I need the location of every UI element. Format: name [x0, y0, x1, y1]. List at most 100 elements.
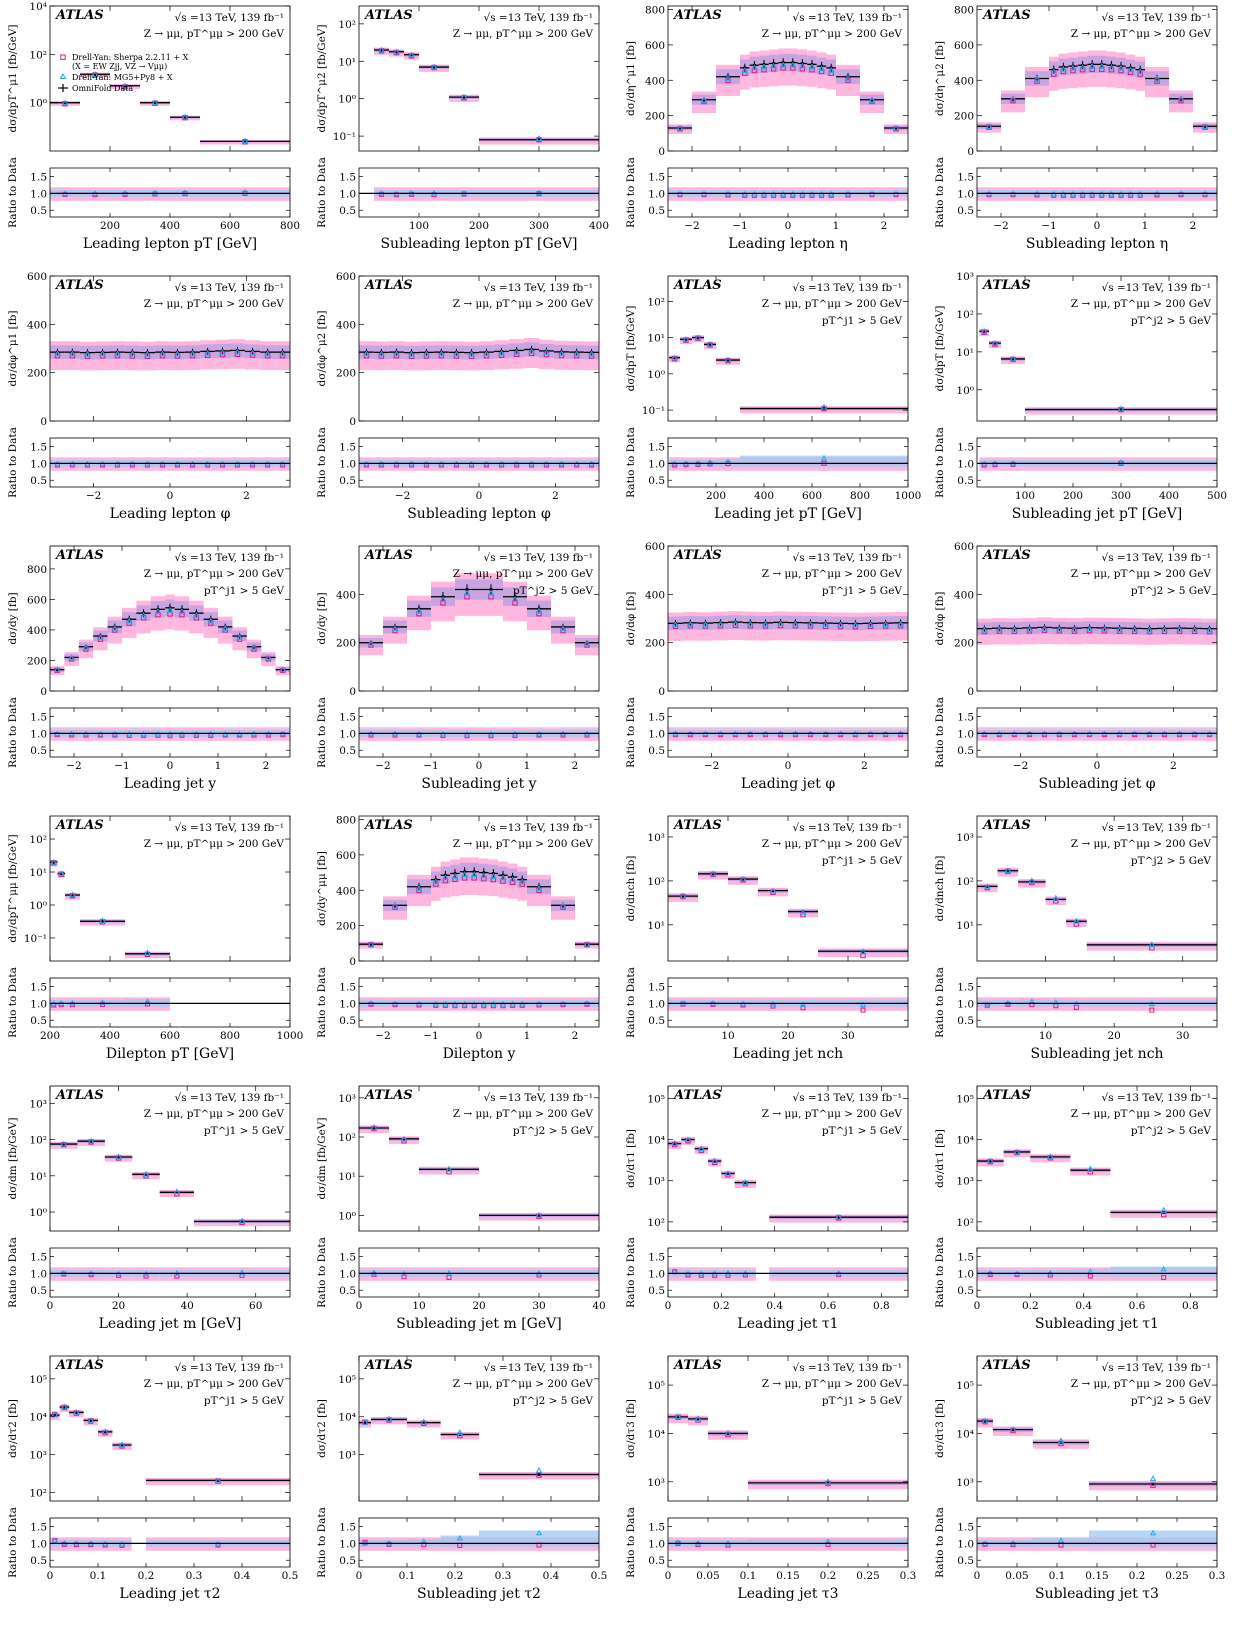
- atlas-label: ATLAS: [672, 548, 722, 563]
- mg5-point: [400, 1135, 408, 1142]
- y-tick-label: 0: [40, 686, 47, 698]
- x-tick-label: 0.2: [138, 1570, 155, 1582]
- sherpa-point: [509, 879, 516, 886]
- y-tick-label: 800: [954, 5, 974, 17]
- y-tick-label: 10⁴: [647, 1428, 665, 1440]
- mg5-point: [835, 1213, 842, 1220]
- mg5-point: [837, 621, 844, 628]
- ratio-y-axis-label: Ratio to Data: [316, 1507, 328, 1578]
- ratio-mg5-point: [214, 1540, 222, 1547]
- ratio-plot-area: [50, 997, 290, 1011]
- ratio-y-tick-label: 1.5: [957, 171, 974, 183]
- mg5-point: [892, 124, 900, 131]
- mg5-point: [742, 1178, 749, 1185]
- ratio-plot-area: [977, 727, 1217, 741]
- y-tick-label: 10¹: [956, 347, 974, 359]
- x-tick-label: 0.4: [766, 1300, 783, 1312]
- ratio-sherpa-point: [421, 1542, 427, 1548]
- mg5-point: [996, 625, 1003, 632]
- ratio-y-axis-label: Ratio to Data: [625, 697, 637, 768]
- main-frame: [976, 1085, 1218, 1232]
- y-tick-label: 10⁵: [29, 1374, 47, 1386]
- ratio-plot-area: [977, 1529, 1217, 1551]
- selection-label: Z → μμ, pT^μμ > 200 GeV: [762, 28, 903, 40]
- atlas-label: ATLAS: [672, 1358, 722, 1373]
- mg5-point: [1153, 75, 1161, 82]
- ratio-plot-area: [977, 187, 1217, 201]
- energy-label: √s =13 TeV, 139 fb⁻¹: [175, 1362, 284, 1374]
- ratio-mg5-point: [499, 1000, 507, 1007]
- main-plot-area: [359, 1415, 599, 1480]
- ratio-mg5-point: [439, 730, 447, 737]
- energy-label: √s =13 TeV, 139 fb⁻¹: [1102, 822, 1211, 834]
- y-tick-label: 10²: [956, 876, 974, 888]
- ratio-mg5-point: [111, 730, 118, 737]
- ratio-mg5-point: [451, 1000, 459, 1007]
- chart-svg: −2 −1 0 1 2 0 200 400 600 800 0.5 1.0 1.5 Leading jet…: [7, 545, 291, 792]
- chart-panel: −2 −1 0 1 2 0 200 400 600 800 0.5 1.0 1.5 Subleading …: [927, 2, 1236, 272]
- sherpa-point: [490, 876, 497, 883]
- mg5-point: [981, 626, 988, 633]
- mg5-point: [97, 633, 104, 640]
- y-axis-label: dσ/dy^μμ [fb]: [316, 851, 328, 926]
- ratio-y-tick-label: 1.0: [339, 1268, 356, 1280]
- y-tick-label: 10¹: [338, 56, 356, 68]
- y-tick-label: 10³: [338, 1450, 356, 1462]
- mg5-point: [724, 1429, 732, 1436]
- ratio-y-tick-label: 0.5: [30, 205, 47, 217]
- ratio-y-tick-label: 0.5: [957, 1555, 974, 1567]
- mg5-point: [460, 93, 468, 100]
- y-tick-label: 10⁰: [29, 98, 47, 110]
- ratio-mg5-point: [706, 459, 714, 465]
- x-tick-label: 2: [1190, 220, 1197, 232]
- ratio-y-tick-label: 1.0: [648, 728, 665, 740]
- selection-label: Z → μμ, pT^μμ > 200 GeV: [762, 838, 903, 850]
- atlas-label: ATLAS: [363, 8, 413, 23]
- x-tick-label: 2: [861, 760, 868, 772]
- x-tick-label: 100: [1015, 490, 1035, 502]
- ratio-sherpa-point: [800, 1005, 806, 1011]
- x-axis-label: Leading lepton pT [GeV]: [83, 236, 257, 252]
- mg5-point: [1161, 626, 1168, 633]
- y-tick-label: 10³: [29, 1098, 47, 1110]
- ratio-y-tick-label: 0.5: [957, 1015, 974, 1027]
- jet-cut-label: pT^j2 > 5 GeV: [513, 585, 594, 597]
- mg5-point: [818, 65, 825, 72]
- energy-label: √s =13 TeV, 139 fb⁻¹: [175, 822, 284, 834]
- mg5-point: [1146, 626, 1153, 633]
- mg5-point: [1149, 1475, 1157, 1482]
- mg5-point: [468, 350, 475, 357]
- sherpa-point: [1053, 898, 1059, 904]
- x-tick-label: −1: [732, 220, 747, 232]
- mg5-point: [58, 870, 65, 877]
- ratio-y-tick-label: 1.0: [957, 728, 974, 740]
- y-axis-label: dσ/dpT^μμ [fb/GeV]: [7, 834, 19, 942]
- mg5-point: [583, 640, 591, 647]
- chart-panel: 0 0.2 0.4 0.6 0.8 10² 10³ 10⁴ 10⁵ 0.5 1.0 1.5 Sublea…: [927, 1082, 1236, 1352]
- y-tick-label: 600: [954, 40, 974, 52]
- x-tick-label: 1: [215, 760, 222, 772]
- x-axis-label: Leading jet m [GeV]: [99, 1316, 242, 1332]
- mg5-point: [84, 350, 91, 357]
- main-plot-area: [669, 334, 908, 414]
- atlas-label: ATLAS: [981, 278, 1031, 293]
- ratio-plot-area: [359, 1267, 599, 1281]
- y-tick-label: 10³: [956, 272, 974, 283]
- mg5-point: [706, 340, 714, 347]
- selection-label: Z → μμ, pT^μμ > 200 GeV: [144, 298, 285, 310]
- ratio-y-tick-label: 1.5: [648, 711, 665, 723]
- mg5-point: [987, 1157, 994, 1164]
- mg5-point: [159, 350, 166, 357]
- ratio-mg5-point: [487, 730, 495, 737]
- ratio-plot-area: [668, 1267, 908, 1281]
- y-tick-label: 10³: [956, 832, 974, 844]
- selection-label: Z → μμ, pT^μμ > 200 GeV: [144, 838, 285, 850]
- y-tick-label: 10⁴: [338, 1412, 356, 1424]
- ratio-y-tick-label: 1.5: [339, 171, 356, 183]
- x-tick-label: 0.3: [186, 1570, 203, 1582]
- ratio-y-axis-label: Ratio to Data: [934, 1507, 946, 1578]
- atlas-label: ATLAS: [54, 1358, 104, 1373]
- ratio-y-tick-label: 1.5: [30, 981, 47, 993]
- y-tick-label: 10⁰: [647, 369, 665, 381]
- ratio-plot-area: [50, 1267, 290, 1281]
